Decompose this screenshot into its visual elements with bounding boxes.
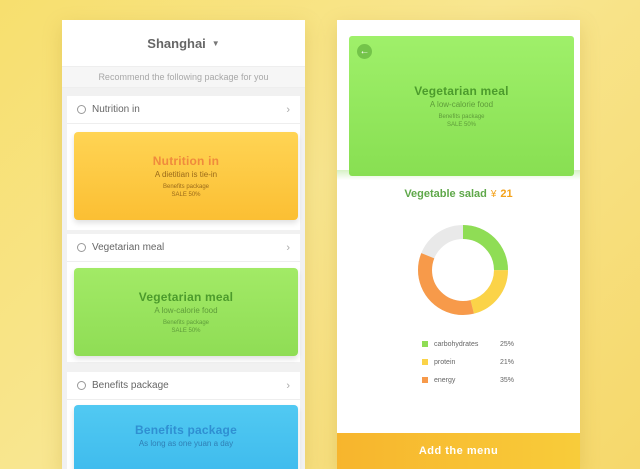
legend-name: energy: [434, 376, 456, 384]
package-item-benefits: Benefits package › Benefits package As l…: [67, 372, 300, 469]
package-label: Vegetarian meal: [92, 242, 165, 253]
card-subtitle: A low-calorie food: [154, 305, 218, 315]
dish-name: Vegetable salad: [404, 188, 487, 200]
package-header[interactable]: Vegetarian meal ›: [67, 234, 300, 262]
legend-name: protein: [434, 358, 456, 366]
package-item-vegetarian: Vegetarian meal › Vegetarian meal A low-…: [67, 234, 300, 362]
chevron-right-icon: ›: [286, 241, 290, 254]
hero-note-line: Benefits package: [438, 113, 485, 120]
card-title: Benefits package: [135, 423, 237, 437]
caret-down-icon: ▼: [211, 38, 220, 48]
package-label: Nutrition in: [92, 104, 140, 115]
card-subtitle: A dietitian is tie-in: [154, 169, 218, 179]
hero-title: Vegetarian meal: [414, 83, 509, 98]
hero-subtitle: A low-calorie food: [429, 99, 494, 109]
card-title: Vegetarian meal: [138, 289, 234, 304]
hero-note-line: SALE 50%: [446, 121, 477, 128]
card-note-line: Benefits package: [162, 319, 210, 326]
city-selector[interactable]: Shanghai ▼: [62, 20, 305, 66]
currency-symbol: ¥: [490, 189, 497, 200]
hero-card: ← Vegetarian meal A low-calorie food Ben…: [349, 36, 574, 176]
legend-row: carbohydrates 25%: [422, 335, 542, 353]
legend-name: carbohydrates: [434, 340, 479, 348]
card-note: Benefits package SALE 50%: [163, 319, 209, 335]
package-label: Benefits package: [92, 380, 169, 391]
package-card-nutrition[interactable]: Nutrition in A dietitian is tie-in Benef…: [74, 132, 298, 220]
package-header[interactable]: Nutrition in ›: [67, 96, 300, 124]
legend-percent: 21%: [500, 358, 515, 366]
card-subtitle: As long as one yuan a day: [138, 439, 234, 448]
legend-percent: 35%: [500, 376, 515, 384]
package-card-benefits[interactable]: Benefits package As long as one yuan a d…: [74, 405, 298, 469]
package-item-nutrition: Nutrition in › Nutrition in A dietitian …: [67, 96, 300, 230]
card-note-line: SALE 50%: [171, 327, 201, 334]
card-note-line: SALE 50%: [171, 191, 201, 198]
legend-swatch: [422, 341, 428, 347]
package-card-vegetarian[interactable]: Vegetarian meal A low-calorie food Benef…: [74, 268, 298, 356]
radio-button[interactable]: [77, 381, 86, 390]
chevron-right-icon: ›: [286, 379, 290, 392]
legend-percent: 25%: [500, 340, 515, 348]
dish-price-line: Vegetable salad ¥21: [337, 188, 580, 200]
dish-price: 21: [500, 188, 513, 200]
arrow-left-icon[interactable]: ←: [357, 44, 372, 59]
donut-hole: [433, 240, 493, 300]
package-list-screen: Shanghai ▼ Recommend the following packa…: [62, 20, 305, 469]
donut-slice-energy: [418, 225, 508, 315]
legend-swatch: [422, 359, 428, 365]
package-header[interactable]: Benefits package ›: [67, 372, 300, 400]
card-note-line: Benefits package: [162, 183, 210, 190]
card-title: Nutrition in: [152, 153, 220, 168]
recommend-subtitle: Recommend the following package for you: [62, 66, 305, 88]
donut-slice-carbohydrates: [418, 225, 508, 315]
nutrition-legend: carbohydrates 25% protein 21% energy 35%: [422, 335, 542, 389]
nutrition-donut-chart: [418, 225, 508, 315]
chevron-right-icon: ›: [286, 103, 290, 116]
city-name: Shanghai: [147, 35, 206, 51]
radio-button[interactable]: [77, 105, 86, 114]
radio-button[interactable]: [77, 243, 86, 252]
legend-swatch: [422, 377, 428, 383]
legend-row: energy 35%: [422, 371, 542, 389]
meal-detail-screen: ← Vegetarian meal A low-calorie food Ben…: [337, 20, 580, 469]
legend-row: protein 21%: [422, 353, 542, 371]
hero-note: Benefits package SALE 50%: [438, 113, 484, 129]
add-to-menu-button[interactable]: Add the menu: [337, 433, 580, 469]
card-note: Benefits package SALE 50%: [163, 183, 209, 199]
